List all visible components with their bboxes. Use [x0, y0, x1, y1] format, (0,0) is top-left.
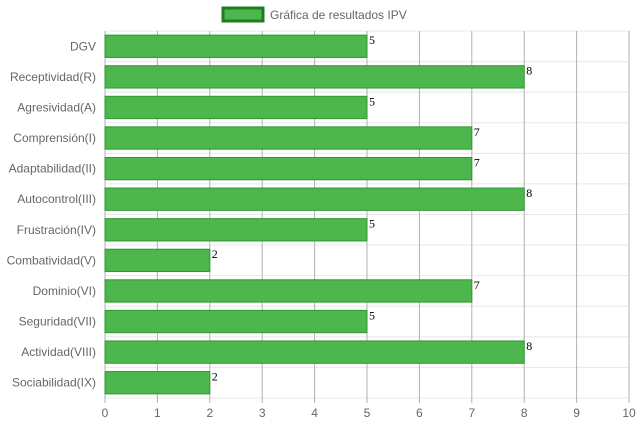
value-label: 5	[369, 217, 375, 231]
x-tick-label: 3	[259, 406, 266, 420]
x-tick-label: 2	[206, 406, 213, 420]
bar[interactable]	[104, 95, 368, 120]
legend-label: Gráfica de resultados IPV	[270, 8, 407, 22]
value-label: 8	[526, 186, 532, 200]
category-label: Actividad(VIII)	[21, 345, 96, 359]
value-label: 5	[369, 33, 375, 47]
x-tick-label: 7	[468, 406, 475, 420]
category-label: Dominio(VI)	[33, 284, 96, 298]
category-label: Autocontrol(III)	[17, 192, 96, 206]
x-tick-label: 0	[102, 406, 109, 420]
category-label: Agresividad(A)	[17, 100, 96, 114]
bar[interactable]	[104, 218, 368, 242]
category-labels: DGV Receptividad(R) Agresividad(A) Comprens…	[7, 39, 96, 389]
bar[interactable]	[104, 156, 473, 181]
value-label: 5	[369, 94, 375, 108]
x-tick-label: 9	[573, 406, 580, 420]
x-tick-label: 8	[521, 406, 528, 420]
x-axis-ticks: 0 1 2 3 4 5 6 7 8 9 10	[102, 406, 636, 420]
value-label: 7	[474, 278, 480, 292]
x-tick-label: 4	[311, 406, 318, 420]
bar[interactable]	[104, 34, 368, 58]
x-tick-label: 10	[622, 406, 636, 420]
legend-swatch	[221, 6, 265, 23]
x-tick-label: 6	[416, 406, 423, 420]
category-label: Combatividad(V)	[7, 253, 96, 267]
category-label: Comprensión(I)	[13, 131, 96, 145]
category-label: Sociabilidad(IX)	[12, 376, 96, 390]
category-label: Frustración(IV)	[17, 223, 96, 237]
value-label: 2	[212, 370, 218, 384]
bar[interactable]	[104, 65, 525, 89]
bars	[104, 34, 525, 395]
bar[interactable]	[104, 126, 473, 150]
bar[interactable]	[104, 187, 525, 211]
value-label: 8	[526, 339, 532, 353]
legend[interactable]: Gráfica de resultados IPV	[221, 6, 407, 23]
value-label: 2	[212, 247, 218, 261]
x-tick-label: 1	[154, 406, 161, 420]
value-label: 8	[526, 64, 532, 78]
category-label: DGV	[70, 39, 96, 53]
value-label: 7	[474, 125, 480, 139]
category-label: Seguridad(VII)	[19, 315, 96, 329]
value-labels: 5 8 5 7 7 8 5 2 7 5 8 2	[212, 33, 532, 383]
bar[interactable]	[104, 279, 473, 303]
bar[interactable]	[104, 371, 211, 395]
x-tick-label: 5	[364, 406, 371, 420]
bar[interactable]	[104, 309, 368, 334]
category-label: Adaptabilidad(II)	[9, 162, 96, 176]
value-label: 7	[474, 155, 480, 169]
value-label: 5	[369, 308, 375, 322]
bar[interactable]	[104, 340, 525, 364]
category-label: Receptividad(R)	[10, 70, 96, 84]
bar[interactable]	[104, 248, 211, 273]
